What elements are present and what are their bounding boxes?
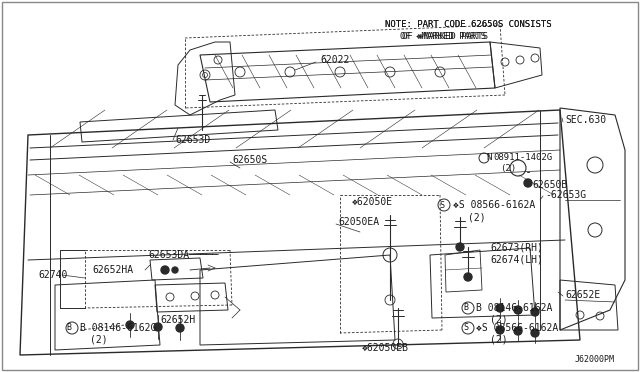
Text: 62652E: 62652E (565, 290, 600, 300)
Text: 62673(RH): 62673(RH) (490, 243, 543, 253)
Text: -62653G: -62653G (545, 190, 586, 200)
Text: ❖62050E: ❖62050E (352, 197, 393, 207)
Circle shape (464, 273, 472, 281)
Text: J62000PM: J62000PM (575, 356, 615, 365)
Text: NOTE: PART CODE 62650S CONSISTS: NOTE: PART CODE 62650S CONSISTS (385, 20, 552, 29)
Circle shape (496, 326, 504, 334)
Text: S: S (440, 201, 445, 209)
Circle shape (172, 267, 178, 273)
Circle shape (154, 323, 162, 331)
Text: 62650B: 62650B (532, 180, 567, 190)
Text: 62652H: 62652H (160, 315, 195, 325)
Text: NOTE: PART CODE 62650S CONSISTS: NOTE: PART CODE 62650S CONSISTS (385, 20, 552, 29)
Text: N: N (486, 153, 492, 161)
Text: 62653DA─────: 62653DA───── (148, 250, 218, 260)
Text: OF ❖MARKED PARTS: OF ❖MARKED PARTS (402, 32, 488, 41)
Circle shape (126, 321, 134, 329)
Text: 62050EA: 62050EA (338, 217, 379, 227)
Circle shape (161, 266, 169, 274)
Text: 62022: 62022 (320, 55, 349, 65)
Text: 62653D: 62653D (175, 135, 211, 145)
Text: (2): (2) (490, 314, 508, 324)
Circle shape (531, 308, 539, 316)
Text: OF ❖MARKED PARTS: OF ❖MARKED PARTS (400, 32, 486, 41)
Text: (2): (2) (490, 334, 508, 344)
Text: B 08146-6162G: B 08146-6162G (80, 323, 156, 333)
Text: 62652HA: 62652HA (92, 265, 133, 275)
Text: B: B (463, 304, 468, 312)
Text: (2): (2) (90, 334, 108, 344)
Circle shape (531, 329, 539, 337)
Text: (2): (2) (468, 212, 486, 222)
Text: 62674(LH): 62674(LH) (490, 255, 543, 265)
Text: 08911-1402G: 08911-1402G (493, 153, 552, 161)
Text: SEC.630: SEC.630 (565, 115, 606, 125)
Circle shape (496, 304, 504, 312)
Text: B: B (67, 324, 72, 333)
Text: (2): (2) (500, 164, 516, 173)
Text: ❖S 08566-6162A: ❖S 08566-6162A (476, 323, 558, 333)
Circle shape (514, 306, 522, 314)
Text: B 08146-6162A: B 08146-6162A (476, 303, 552, 313)
Text: 62650S: 62650S (232, 155, 268, 165)
Text: S: S (463, 324, 468, 333)
Text: 62740: 62740 (38, 270, 67, 280)
Circle shape (456, 243, 464, 251)
Circle shape (176, 324, 184, 332)
Circle shape (514, 327, 522, 335)
Text: ❖62050EB: ❖62050EB (362, 343, 409, 353)
Text: ❖S 08566-6162A: ❖S 08566-6162A (453, 200, 535, 210)
Circle shape (524, 179, 532, 187)
